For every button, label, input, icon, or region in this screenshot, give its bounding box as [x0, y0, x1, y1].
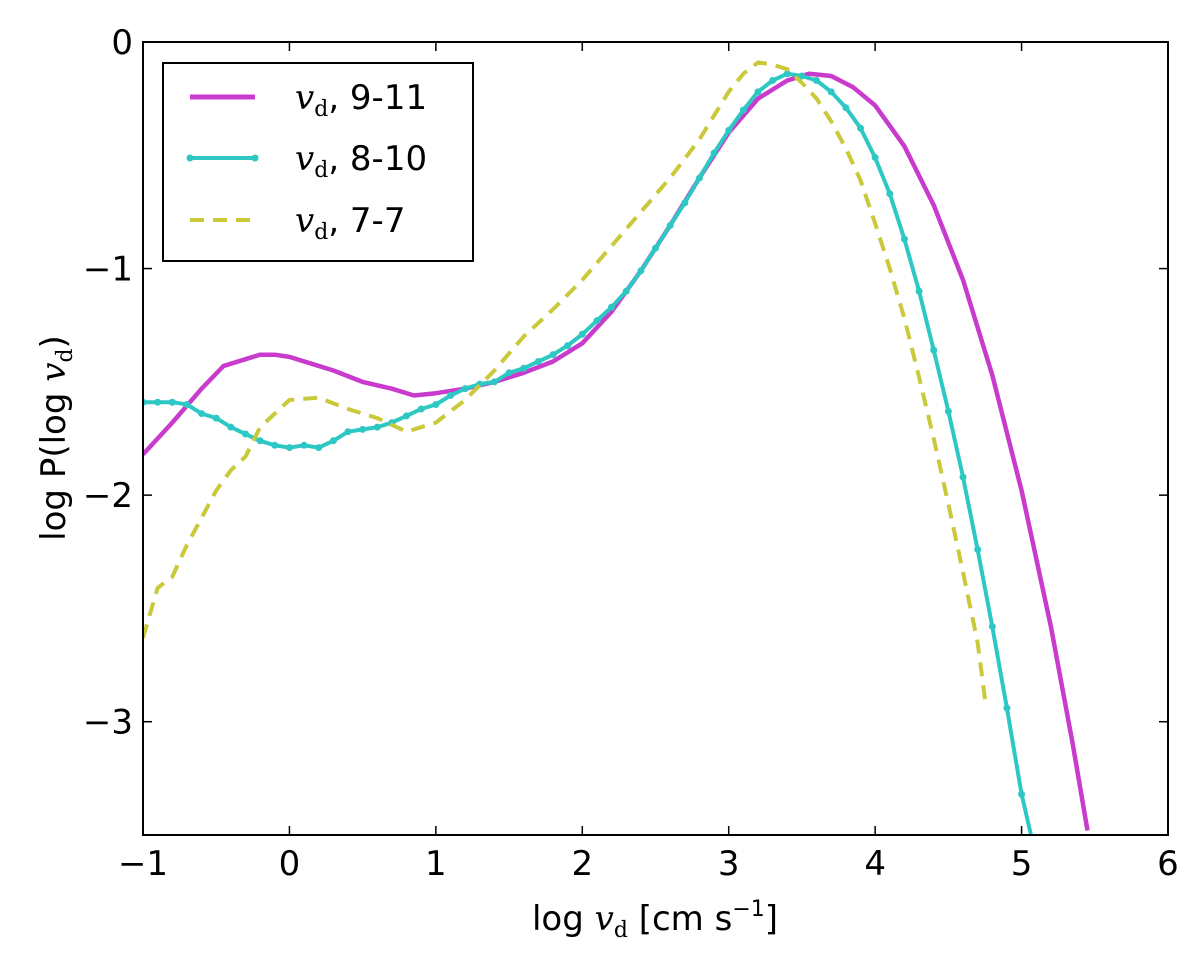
series-point-8-10 [578, 330, 586, 338]
y-axis-label-suffix: ) [34, 335, 74, 348]
x-tick-label: 4 [864, 844, 886, 884]
legend: vd, 9-11 vd, 8-10 vd, 7-7 [162, 62, 474, 262]
series-point-8-10 [168, 398, 176, 406]
series-point-8-10 [271, 441, 279, 449]
x-axis-label-sup: −1 [732, 897, 764, 922]
series-point-8-10 [227, 423, 235, 431]
series-point-8-10 [813, 77, 821, 85]
series-point-8-10 [739, 106, 747, 114]
series-point-8-10 [373, 423, 381, 431]
x-tick-label: 3 [718, 844, 740, 884]
series-point-8-10 [798, 72, 806, 80]
series-point-8-10 [915, 287, 923, 295]
series-point-8-10 [520, 364, 528, 372]
series-point-8-10 [695, 174, 703, 182]
series-line-8-10 [143, 71, 1034, 835]
series-point-8-10 [769, 77, 777, 85]
series-point-8-10 [154, 398, 162, 406]
x-tick-label: 5 [1011, 844, 1033, 884]
series-point-8-10 [212, 414, 220, 422]
series-point-8-10 [315, 444, 323, 452]
legend-label-7-7: vd, 7-7 [295, 201, 405, 245]
legend-label-9-11: vd, 9-11 [295, 78, 427, 122]
series-point-8-10 [827, 88, 835, 96]
y-tick-label: −2 [83, 476, 133, 516]
series-point-8-10 [1018, 790, 1026, 798]
series-point-8-10 [256, 437, 264, 445]
series-point-8-10 [944, 407, 952, 415]
series-point-8-10 [842, 104, 850, 112]
series-point-8-10 [593, 317, 601, 325]
series-point-8-10 [974, 546, 982, 554]
series-point-8-10 [637, 267, 645, 275]
series-point-8-10 [622, 287, 630, 295]
series-point-8-10 [1003, 704, 1011, 712]
series-point-8-10 [754, 88, 762, 96]
y-tick-label: 0 [111, 23, 133, 63]
series-point-8-10 [183, 401, 191, 409]
series-point-8-10 [666, 222, 674, 230]
series-point-8-10 [1033, 854, 1040, 861]
x-axis-label-prefix: log [532, 899, 595, 939]
series-point-8-10 [461, 385, 469, 393]
y-tick-label: −1 [83, 250, 133, 290]
y-axis-label: log P(log vd) [34, 335, 78, 541]
x-axis-label-var: v [595, 899, 614, 939]
series-point-8-10 [447, 391, 454, 399]
plot-frame [142, 41, 1169, 836]
series-point-8-10 [564, 342, 572, 350]
x-axis-label-unit-close: ] [765, 899, 778, 939]
series-point-8-10 [1062, 956, 1069, 963]
svg-text:log P(log vd): log P(log vd) [34, 335, 78, 541]
y-axis-label-var: v [34, 363, 74, 382]
series-point-8-10 [857, 124, 864, 132]
y-axis-label-sub: d [53, 348, 78, 362]
series-point-8-10 [608, 303, 616, 311]
series-point-8-10 [432, 401, 440, 409]
series-point-8-10 [359, 425, 367, 433]
series-point-8-10 [329, 437, 337, 445]
x-tick-label: −1 [118, 844, 168, 884]
x-axis-label-sub: d [614, 918, 628, 943]
series-point-8-10 [681, 199, 689, 207]
legend-marker-8-10-a [186, 154, 194, 162]
legend-label-8-10: vd, 8-10 [295, 139, 427, 183]
series-point-8-10 [959, 473, 967, 481]
series-point-8-10 [300, 441, 308, 449]
x-tick-label: 2 [571, 844, 593, 884]
series-point-8-10 [344, 428, 352, 436]
series-point-8-10 [652, 244, 659, 252]
series-point-8-10 [900, 235, 908, 243]
series-point-8-10 [198, 410, 206, 418]
x-tick-label: 6 [1157, 844, 1179, 884]
x-tick-label: 0 [279, 844, 301, 884]
series-line-7-7 [143, 60, 987, 700]
y-tick-label: −3 [83, 703, 133, 743]
series-point-8-10 [710, 149, 718, 157]
x-tick-label: 1 [425, 844, 447, 884]
y-axis-label-prefix: log P(log [34, 382, 74, 541]
series-point-8-10 [534, 357, 542, 365]
series-line-9-11 [143, 71, 1090, 831]
x-axis-label-unit-open: [cm s [628, 899, 732, 939]
series-point-8-10 [725, 126, 733, 134]
series-point-8-10 [886, 190, 894, 198]
x-axis-label: log vd [cm s−1] [532, 897, 778, 943]
series-point-8-10 [242, 430, 249, 438]
series-point-8-10 [783, 70, 791, 78]
series-point-8-10 [930, 346, 938, 354]
series-layer [143, 60, 1090, 963]
series-point-8-10 [285, 444, 293, 452]
series-point-8-10 [490, 378, 498, 386]
series-point-8-10 [403, 412, 411, 420]
tick-layer: −1 0 1 2 3 4 5 6 −3 −2 −1 0 [83, 23, 1179, 884]
series-point-8-10 [871, 154, 879, 162]
series-point-8-10 [988, 623, 996, 631]
series-point-8-10 [1047, 911, 1054, 918]
series-point-8-10 [505, 369, 513, 377]
legend-marker-8-10-b [251, 154, 259, 162]
series-point-8-10 [417, 405, 425, 413]
series-point-8-10 [549, 351, 557, 359]
